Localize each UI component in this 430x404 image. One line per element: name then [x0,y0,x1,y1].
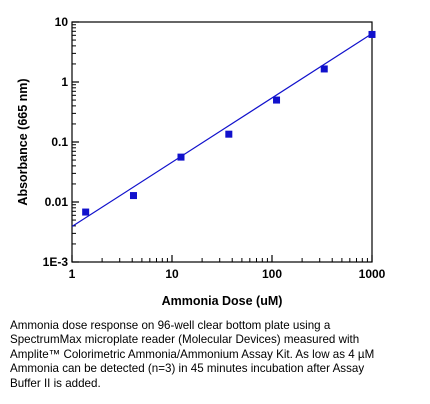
figure-caption: Ammonia dose response on 96-well clear b… [10,319,425,391]
caption-line: Ammonia can be detected (n=3) in 45 minu… [10,362,365,376]
chart: 1E-3 0.01 0.1 1 10 1 10 100 1000 Ammonia Dose (… [16,15,386,308]
y-tick-label: 1 [61,75,68,89]
caption-line: SpectrumMax microplate reader (Molecular… [10,333,360,347]
data-point [129,192,137,200]
x-tick-label: 10 [165,267,179,281]
plot-frame [71,21,373,263]
x-tick-labels: 1 10 100 1000 [69,267,386,281]
y-tick-labels: 1E-3 0.01 0.1 1 10 [43,15,69,269]
x-tick-label: 1 [69,267,76,281]
fit-line [71,33,373,228]
data-point [177,153,185,161]
caption-line: Buffer II is added. [10,376,101,390]
y-axis-title: Absorbance (665 nm) [16,78,30,205]
x-tick-label: 100 [262,267,282,281]
x-axis-title: Ammonia Dose (uM) [162,294,283,308]
x-tick-label: 1000 [359,267,386,281]
y-tick-label: 0.1 [51,135,68,149]
y-tick-label: 10 [55,15,69,29]
y-tick-label: 0.01 [45,195,69,209]
data-point [82,208,90,216]
plot-area-border [71,21,373,263]
caption-line: Amplite™ Colorimetric Ammonia/Ammonium A… [10,347,375,361]
data-points [82,30,376,216]
data-point [320,65,328,73]
axis-ticks [71,21,373,263]
data-point [273,96,281,104]
data-point [225,130,233,138]
caption-line: Ammonia dose response on 96-well clear b… [10,319,331,332]
data-point [368,30,376,38]
y-tick-label: 1E-3 [43,255,69,269]
